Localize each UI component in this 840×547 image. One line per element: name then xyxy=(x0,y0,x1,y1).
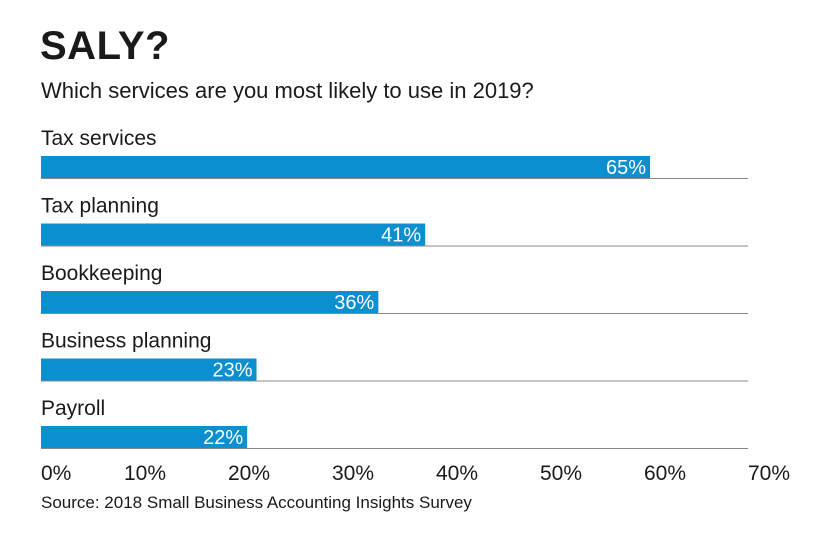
bar-value-label-bookkeeping: 36% xyxy=(334,292,374,314)
chart-title: SALY? xyxy=(40,24,170,68)
chart-source: Source: 2018 Small Business Accounting I… xyxy=(41,493,472,512)
bar-tax-planning xyxy=(41,223,426,246)
bar-value-label-tax-planning: 41% xyxy=(381,225,421,247)
category-label-business-planning: Business planning xyxy=(41,330,211,353)
x-tick-label-30: 30% xyxy=(332,462,374,485)
category-label-bookkeeping: Bookkeeping xyxy=(41,262,162,285)
x-tick-label-0: 0% xyxy=(41,462,71,485)
x-tick-label-20: 20% xyxy=(228,462,270,485)
x-tick-label-40: 40% xyxy=(436,462,478,485)
bar-value-label-business-planning: 23% xyxy=(212,360,252,382)
bar-chart: Tax services 65% Tax planning 41% Bookkeepin… xyxy=(41,127,790,485)
bar-business-planning xyxy=(41,358,257,381)
x-tick-label-70: 70% xyxy=(748,462,790,485)
bar-tax-services xyxy=(41,156,651,178)
bar-value-label-tax-services: 65% xyxy=(606,157,646,179)
category-label-payroll: Payroll xyxy=(41,397,105,420)
bar-value-label-payroll: 22% xyxy=(203,427,243,449)
category-label-tax-planning: Tax planning xyxy=(41,195,159,218)
bar-payroll xyxy=(41,426,248,448)
bar-bookkeeping xyxy=(41,291,379,313)
x-tick-label-60: 60% xyxy=(644,462,686,485)
category-label-tax-services: Tax services xyxy=(41,127,157,150)
x-tick-label-50: 50% xyxy=(540,462,582,485)
x-tick-label-10: 10% xyxy=(124,462,166,485)
chart-subtitle: Which services are you most likely to us… xyxy=(41,78,534,103)
